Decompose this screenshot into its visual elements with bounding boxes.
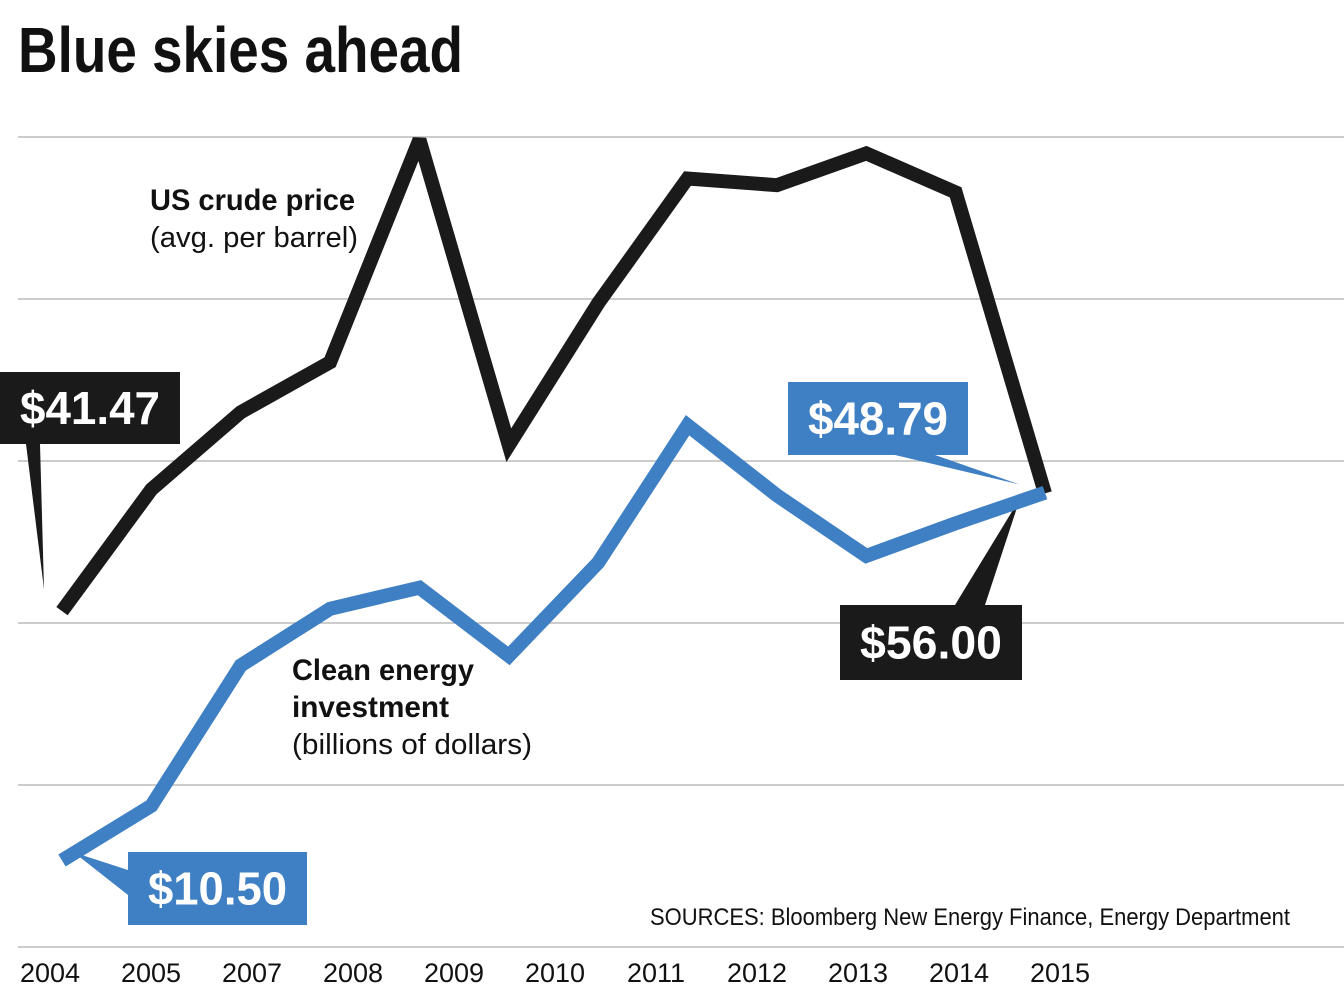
x-tick-label: 2012 — [727, 958, 787, 988]
x-tick-label: 2015 — [1030, 958, 1090, 988]
chart-title: Blue skies ahead — [18, 14, 463, 86]
x-tick-label: 2014 — [929, 958, 989, 988]
value-label: $41.47 — [20, 382, 160, 434]
series-unit: (billions of dollars) — [292, 729, 532, 761]
series-label: investment — [292, 691, 449, 724]
series-line — [58, 415, 1048, 867]
callout-pointer — [895, 455, 1020, 485]
callout-box — [788, 382, 968, 455]
x-tick-label: 2011 — [627, 958, 685, 988]
value-label: $10.50 — [148, 863, 287, 915]
x-tick-label: 2004 — [20, 958, 80, 988]
series-unit: (avg. per barrel) — [150, 222, 358, 254]
callout-box — [0, 372, 180, 444]
x-tick-label: 2009 — [424, 958, 484, 988]
callout-box — [128, 852, 307, 925]
series-label: Clean energy — [292, 654, 474, 687]
callout-pointer — [26, 444, 44, 590]
x-tick-label: 2013 — [828, 958, 888, 988]
value-label: $56.00 — [860, 617, 1002, 669]
x-tick-label: 2007 — [222, 958, 282, 988]
callout-pointer — [74, 852, 128, 895]
x-tick-label: 2005 — [121, 958, 181, 988]
x-tick-label: 2010 — [525, 958, 585, 988]
source-note: SOURCES: Bloomberg New Energy Finance, E… — [650, 904, 1290, 931]
value-label: $48.79 — [808, 393, 948, 445]
series-line — [56, 137, 1052, 616]
callout-pointer — [955, 498, 1020, 605]
callout-box — [840, 605, 1022, 680]
series-label: US crude price — [150, 184, 355, 217]
x-tick-label: 2008 — [323, 958, 383, 988]
